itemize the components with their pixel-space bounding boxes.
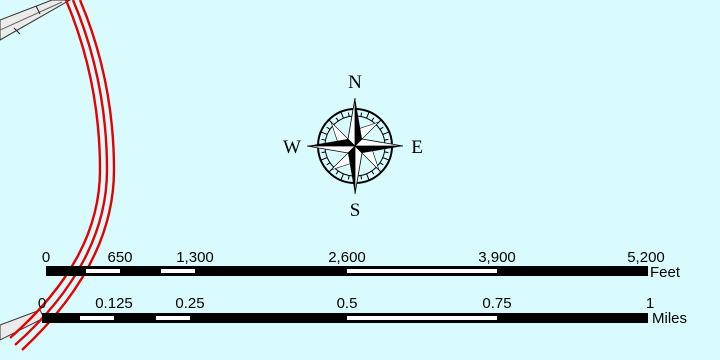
scale-feet-tick-label: 0 — [42, 249, 50, 266]
scale-miles-tick-label: 0.25 — [175, 295, 204, 312]
scale-bar-miles: 0 0.125 0.25 0.5 0.75 1 Miles — [38, 295, 687, 327]
compass-ring-tick — [379, 126, 384, 130]
scale-miles-tick-label: 0.125 — [95, 295, 133, 312]
compass-label-west: W — [283, 137, 301, 158]
scale-miles-bar-outline — [42, 313, 648, 323]
scale-feet-segment — [161, 269, 195, 273]
scale-feet-tick-label: 5,200 — [627, 249, 665, 266]
scale-miles-tick-label: 0.75 — [482, 295, 511, 312]
compass-ring-tick — [347, 175, 350, 180]
compass-ring-tick — [371, 117, 375, 122]
compass-ring-tick — [326, 126, 331, 130]
compass-ring-tick — [382, 157, 390, 161]
compass-ring-tick — [347, 112, 350, 117]
compass-ring-tick — [320, 131, 328, 135]
scale-feet-tick-label: 3,900 — [478, 249, 516, 266]
scale-miles-tick-label: 0.5 — [337, 295, 358, 312]
compass-label-south: S — [350, 200, 361, 221]
compass-ring-tick — [366, 111, 370, 119]
compass-ring-tick — [360, 112, 363, 117]
compass-east-point — [355, 146, 403, 153]
scale-miles-segment — [156, 316, 190, 320]
scale-feet-tick-label: 2,600 — [328, 249, 366, 266]
compass-west-point — [307, 139, 355, 146]
scale-feet-tick-label: 1,300 — [176, 249, 214, 266]
scale-miles-segment — [80, 316, 114, 320]
compass-rose: N S E W — [283, 72, 423, 221]
compass-ring-tick — [366, 173, 370, 181]
road-segment-top — [0, 0, 72, 41]
compass-ring-tick — [321, 151, 326, 154]
compass-ring-tick — [320, 157, 328, 161]
compass-ring-tick — [384, 138, 389, 141]
compass-ring-tick — [384, 151, 389, 154]
compass-ring-tick — [326, 162, 331, 166]
scale-miles-unit: Miles — [652, 310, 687, 327]
compass-ring-tick — [321, 138, 326, 141]
compass-label-east: E — [411, 137, 423, 158]
route-lines — [9, 0, 116, 351]
compass-ring-tick — [340, 173, 344, 181]
scale-miles-tick-label: 0 — [38, 295, 46, 312]
compass-north-point — [355, 98, 362, 146]
compass-ring-tick — [382, 131, 390, 135]
scale-miles-tick-label: 1 — [646, 295, 654, 312]
scale-feet-segment — [347, 269, 497, 273]
scale-feet-tick-label: 650 — [107, 249, 132, 266]
scale-miles-segment — [347, 316, 497, 320]
compass-ring-tick — [335, 170, 339, 175]
scale-bar-feet: 0 650 1,300 2,600 3,900 5,200 Feet — [42, 249, 681, 281]
scale-feet-segment — [86, 269, 120, 273]
compass-ring-tick — [335, 117, 339, 122]
compass-ring-tick — [379, 162, 384, 166]
compass-ring-tick — [340, 111, 344, 119]
compass-label-north: N — [348, 72, 362, 93]
compass-ring-tick — [371, 170, 375, 175]
compass-south-point — [348, 146, 355, 194]
compass-ring-tick — [360, 175, 363, 180]
scale-feet-unit: Feet — [650, 264, 681, 281]
